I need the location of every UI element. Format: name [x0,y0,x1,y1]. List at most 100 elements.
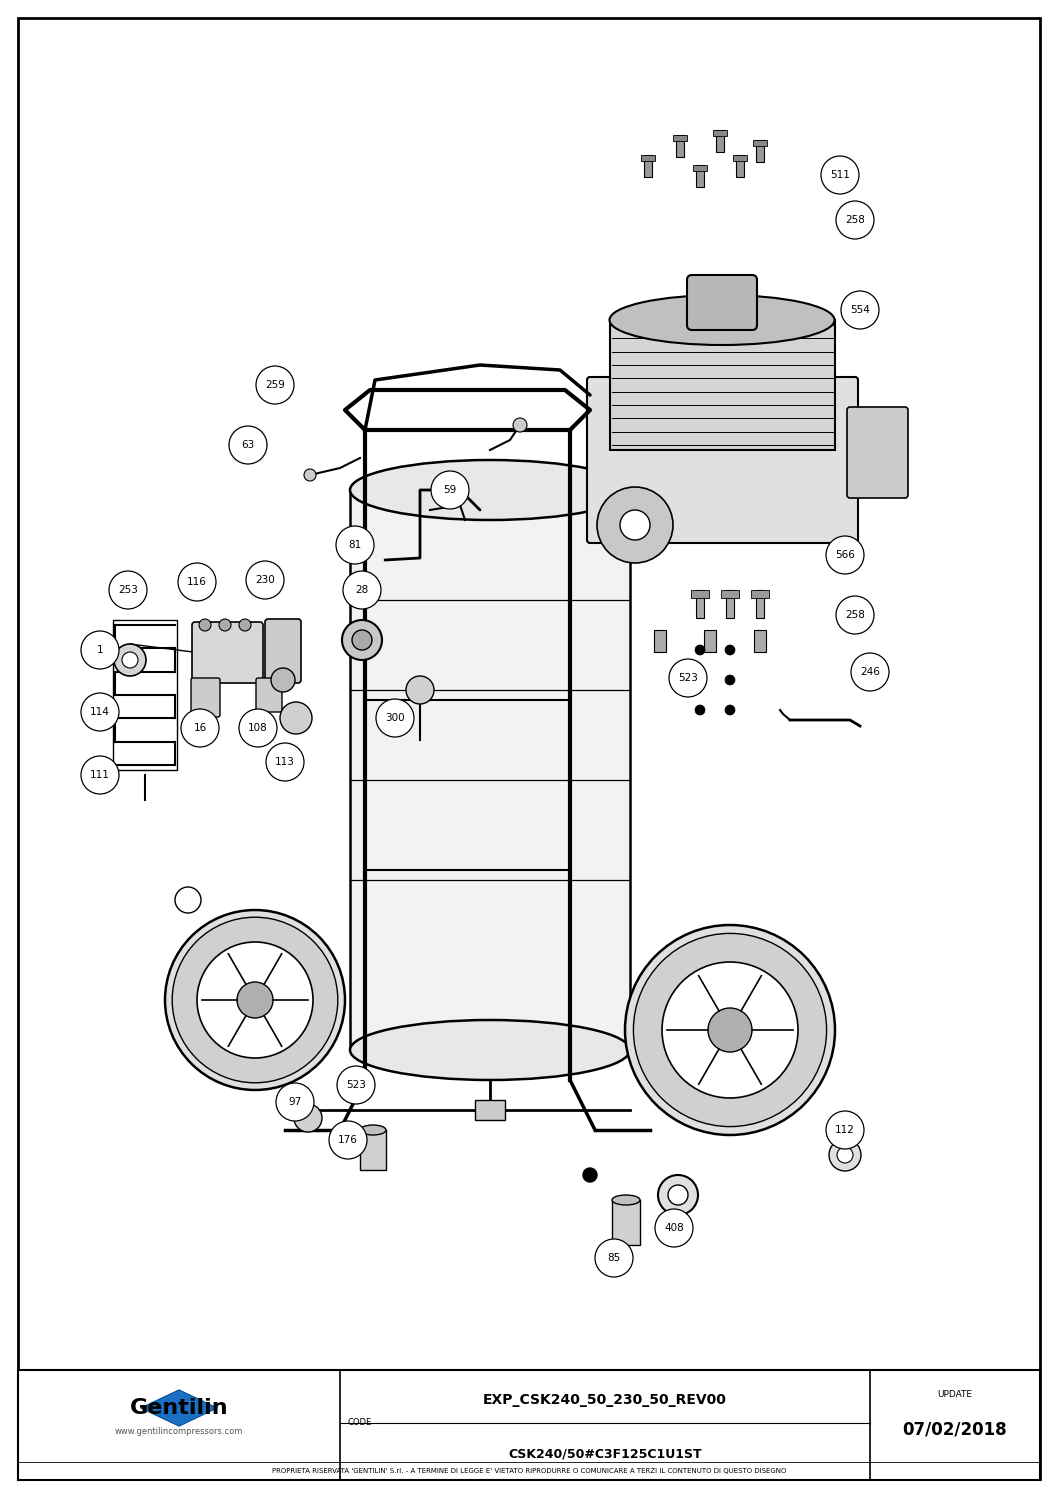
Text: PROPRIETA RISERVATA 'GENTILIN' S.rl. - A TERMINE DI LEGGE E' VIETATO RIPRODURRE : PROPRIETA RISERVATA 'GENTILIN' S.rl. - A… [272,1469,786,1475]
Bar [713,130,727,136]
Text: 408: 408 [664,1223,683,1234]
Text: 108: 108 [249,723,268,734]
Bar [696,590,704,618]
Circle shape [829,1139,861,1171]
Bar [673,135,687,141]
Circle shape [583,1168,597,1183]
Text: 116: 116 [187,576,207,587]
Circle shape [343,570,381,609]
Circle shape [329,1121,367,1159]
Text: 113: 113 [275,757,295,766]
Text: 28: 28 [355,585,368,594]
Text: 63: 63 [241,440,255,451]
Circle shape [237,982,273,1018]
Bar [753,141,767,147]
FancyBboxPatch shape [587,377,858,543]
Circle shape [271,668,295,692]
Text: 1: 1 [96,645,104,656]
Circle shape [725,705,735,716]
Text: 176: 176 [339,1135,358,1145]
Text: CSK240/50#C3F125C1U1ST: CSK240/50#C3F125C1U1ST [508,1448,701,1461]
Circle shape [352,630,372,650]
Circle shape [837,1147,853,1163]
Text: 230: 230 [255,575,275,585]
Circle shape [165,910,345,1090]
Text: 97: 97 [289,1097,302,1106]
Circle shape [219,618,231,632]
Circle shape [280,702,312,734]
Circle shape [247,561,284,599]
Circle shape [634,934,826,1127]
Bar [756,141,764,162]
Circle shape [595,1240,633,1277]
Bar [716,130,724,153]
Text: 259: 259 [266,380,285,391]
Circle shape [122,653,138,668]
Circle shape [239,618,251,632]
Circle shape [336,525,373,564]
Bar [754,630,766,653]
Circle shape [276,1082,314,1121]
Bar [736,156,744,177]
Circle shape [197,942,313,1058]
Circle shape [175,888,201,913]
Bar [360,1130,386,1171]
Circle shape [826,1111,864,1150]
FancyBboxPatch shape [687,275,758,329]
Circle shape [655,1210,693,1247]
Text: 511: 511 [831,171,850,180]
Text: 111: 111 [90,769,110,780]
Bar [644,156,652,177]
Text: 566: 566 [835,549,855,560]
Text: UPDATE: UPDATE [937,1391,972,1400]
Text: 16: 16 [194,723,206,734]
Circle shape [81,632,118,669]
Bar [612,1201,640,1246]
Bar [654,630,665,653]
Circle shape [708,1007,752,1052]
Bar [751,590,769,597]
Circle shape [81,756,118,793]
Text: 523: 523 [678,674,698,683]
FancyBboxPatch shape [191,678,220,717]
Circle shape [620,510,650,540]
Circle shape [658,1175,698,1216]
Circle shape [725,645,735,656]
Bar [676,135,685,157]
Circle shape [836,201,874,240]
Circle shape [821,156,859,195]
Text: CODE: CODE [348,1418,372,1427]
Text: 81: 81 [348,540,362,549]
Circle shape [229,427,267,464]
Circle shape [342,620,382,660]
Ellipse shape [350,460,630,519]
Bar [726,590,734,618]
Circle shape [256,365,294,404]
Bar [18,1370,1040,1481]
Circle shape [266,743,304,781]
Text: 258: 258 [845,216,865,225]
Text: 112: 112 [835,1126,855,1135]
Circle shape [199,618,211,632]
Circle shape [294,1103,322,1132]
Circle shape [109,570,147,609]
Text: 59: 59 [443,485,457,496]
FancyBboxPatch shape [191,621,263,683]
Text: 07/02/2018: 07/02/2018 [902,1421,1007,1439]
Text: 114: 114 [90,707,110,717]
Circle shape [178,563,216,600]
Bar [693,165,707,171]
Text: 300: 300 [385,713,405,723]
Circle shape [304,469,316,481]
Text: 253: 253 [118,585,138,594]
Bar [704,630,716,653]
Text: Gentilin: Gentilin [130,1398,229,1418]
Bar [113,620,177,769]
Circle shape [81,693,118,731]
Text: www.gentilincompressors.com: www.gentilincompressors.com [115,1428,243,1437]
Circle shape [181,710,219,747]
Bar [733,156,747,162]
Ellipse shape [360,1126,386,1135]
Circle shape [172,918,338,1082]
Circle shape [597,487,673,563]
